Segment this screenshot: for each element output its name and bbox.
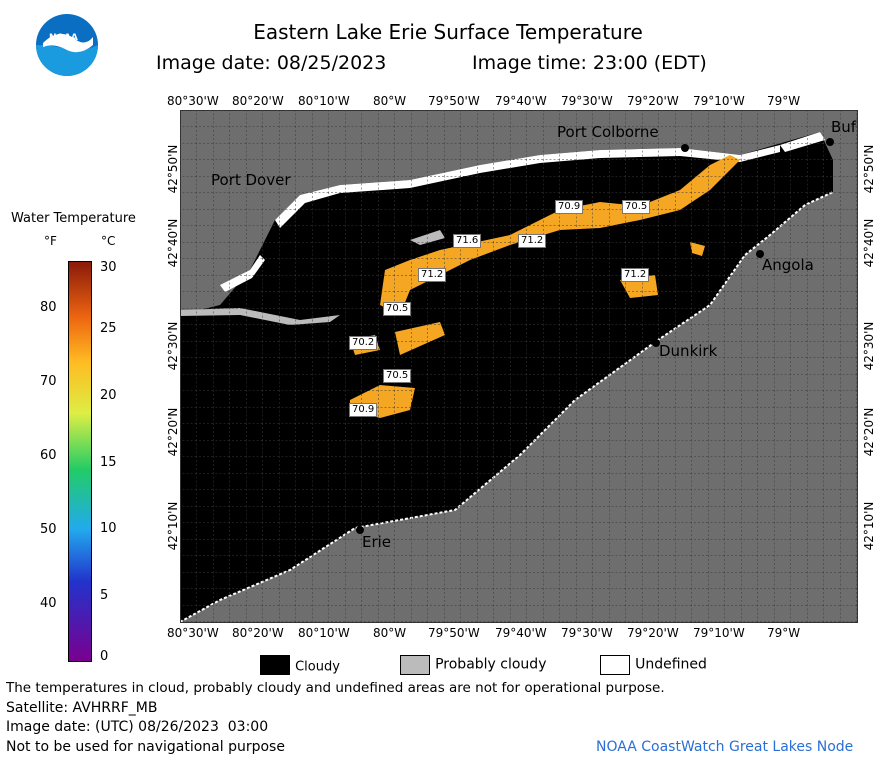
colorbar-title: Water Temperature [11, 211, 136, 226]
lon-label-bottom: 79°30'W [561, 626, 613, 640]
lat-label-right: 42°40'N [862, 218, 876, 268]
temp-label: 70.5 [622, 200, 651, 214]
lon-label-top: 79°40'W [495, 94, 547, 108]
temp-label: 71.2 [518, 234, 547, 248]
temp-label: 70.2 [349, 336, 378, 350]
colorbar-f-unit: °F [44, 234, 57, 248]
colorbar-c-tick: 10 [100, 521, 117, 536]
colorbar-f-tick: 60 [40, 448, 57, 463]
lon-label-bottom: 79°20'W [627, 626, 679, 640]
utc-date-text: Image date: (UTC) 08/26/2023 03:00 [6, 719, 269, 735]
lon-label-top: 79°10'W [693, 94, 745, 108]
legend-swatch-cloudy [260, 654, 290, 675]
image-date: Image date: 08/25/2023 [156, 52, 387, 74]
temp-label: 71.2 [418, 268, 447, 282]
colorbar-c-tick: 0 [100, 649, 109, 664]
colorbar-c-tick: 30 [100, 260, 117, 275]
legend-probably-cloudy: Probably cloudy [400, 654, 546, 675]
colorbar-c-tick: 5 [100, 588, 109, 603]
map-grid [180, 110, 857, 622]
legend-label-cloudy: Cloudy [295, 659, 340, 675]
colorbar-c-tick: 15 [100, 455, 117, 470]
city-label-buffalo: Buf [831, 118, 857, 136]
temp-label: 71.6 [453, 234, 482, 248]
satellite-text: Satellite: AVHRRF_MB [6, 700, 158, 716]
city-label-angola: Angola [762, 256, 814, 274]
lon-label-bottom: 79°W [767, 626, 801, 640]
colorbar-c-unit: °C [101, 234, 116, 248]
angola-marker [756, 250, 764, 258]
lat-label-left: 42°20'N [166, 407, 180, 457]
logo-text: NOAA [49, 33, 78, 43]
temp-label: 70.5 [383, 302, 412, 316]
colorbar-f-tick: 40 [40, 596, 57, 611]
lat-label-right: 42°20'N [862, 407, 876, 457]
legend-label-undefined: Undefined [635, 656, 707, 673]
port-colborne-marker [681, 144, 689, 152]
lon-label-top: 80°10'W [298, 94, 350, 108]
legend-label-probably-cloudy: Probably cloudy [435, 656, 547, 673]
lake-map [180, 110, 857, 622]
colorbar-c-tick: 20 [100, 388, 117, 403]
lat-label-left: 42°10'N [166, 501, 180, 551]
lon-label-top: 79°W [767, 94, 801, 108]
lat-label-left: 42°50'N [166, 144, 180, 194]
lon-label-top: 80°30'W [167, 94, 219, 108]
lat-label-left: 42°30'N [166, 321, 180, 371]
buffalo-marker [826, 138, 834, 146]
city-label-dunkirk: Dunkirk [659, 342, 718, 360]
legend-cloudy: Cloudy [260, 654, 340, 675]
city-label-erie: Erie [362, 533, 392, 551]
colorbar-f-tick: 70 [40, 374, 57, 389]
dunkirk-marker [652, 339, 660, 347]
city-label-port-colborne: Port Colborne [557, 123, 659, 141]
lon-label-bottom: 80°30'W [167, 626, 219, 640]
colorbar [68, 261, 92, 662]
colorbar-f-tick: 80 [40, 300, 57, 315]
lon-label-bottom: 79°40'W [495, 626, 547, 640]
lon-label-top: 80°20'W [232, 94, 284, 108]
temp-label: 71.2 [621, 268, 650, 282]
legend-undefined: Undefined [600, 654, 707, 675]
image-time: Image time: 23:00 (EDT) [472, 52, 707, 74]
legend-swatch-undefined [600, 654, 630, 675]
city-label-port-dover: Port Dover [211, 171, 291, 189]
colorbar-c-tick: 25 [100, 321, 117, 336]
lat-label-left: 42°40'N [166, 218, 180, 268]
lon-label-bottom: 79°10'W [693, 626, 745, 640]
lat-label-right: 42°10'N [862, 501, 876, 551]
colorbar-f-tick: 50 [40, 522, 57, 537]
lat-label-right: 42°50'N [862, 144, 876, 194]
lon-label-bottom: 80°20'W [232, 626, 284, 640]
legend-swatch-probably-cloudy [400, 654, 430, 675]
lat-label-right: 42°30'N [862, 321, 876, 371]
temp-label: 70.9 [349, 403, 378, 417]
lon-label-bottom: 80°W [373, 626, 407, 640]
noaa-logo: NOAA [35, 13, 99, 77]
temp-label: 70.9 [555, 200, 584, 214]
erie-marker [356, 526, 364, 534]
disclaimer-text: The temperatures in cloud, probably clou… [6, 680, 665, 696]
lon-label-bottom: 80°10'W [298, 626, 350, 640]
nav-warning-text: Not to be used for navigational purpose [6, 739, 285, 755]
lon-label-top: 79°50'W [428, 94, 480, 108]
temp-label: 70.5 [383, 369, 412, 383]
credit-text: NOAA CoastWatch Great Lakes Node [596, 739, 854, 755]
lon-label-top: 80°W [373, 94, 407, 108]
map-border [180, 110, 858, 623]
lon-label-top: 79°30'W [561, 94, 613, 108]
lon-label-top: 79°20'W [627, 94, 679, 108]
lon-label-bottom: 79°50'W [428, 626, 480, 640]
page-title: Eastern Lake Erie Surface Temperature [253, 20, 643, 44]
